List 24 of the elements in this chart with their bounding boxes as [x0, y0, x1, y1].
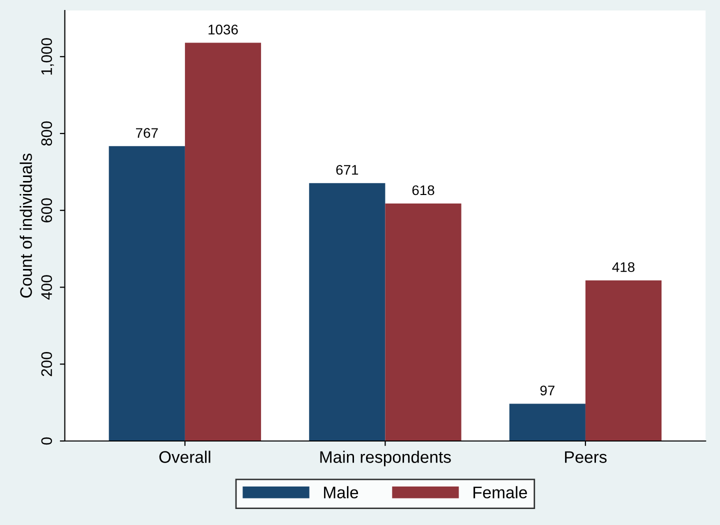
x-tick-label: Main respondents — [320, 450, 451, 466]
legend-label: Female — [474, 486, 527, 498]
x-tick-label: Overall — [159, 450, 210, 463]
y-tick-label: 800 — [41, 121, 52, 146]
y-tick-label: 200 — [41, 352, 52, 376]
x-tick-label: Peers — [565, 451, 607, 463]
data-label: 418 — [612, 262, 634, 272]
data-label: 97 — [540, 386, 554, 396]
bar — [585, 280, 662, 441]
data-label: 618 — [412, 185, 434, 196]
y-tick-label: 400 — [41, 275, 52, 300]
legend-label: Male — [324, 486, 358, 498]
bar — [509, 404, 586, 441]
bar — [184, 42, 262, 441]
bar — [108, 146, 185, 441]
data-label: 767 — [136, 128, 158, 138]
y-tick-label: 1,000 — [41, 38, 54, 75]
data-label: 1036 — [208, 24, 238, 34]
data-label: 671 — [336, 164, 358, 175]
y-tick-label: 0 — [41, 437, 52, 445]
y-tick-label: 600 — [41, 198, 52, 222]
bar — [385, 203, 462, 441]
bar — [309, 183, 386, 441]
y-axis-title: Count of individuals — [20, 154, 32, 298]
